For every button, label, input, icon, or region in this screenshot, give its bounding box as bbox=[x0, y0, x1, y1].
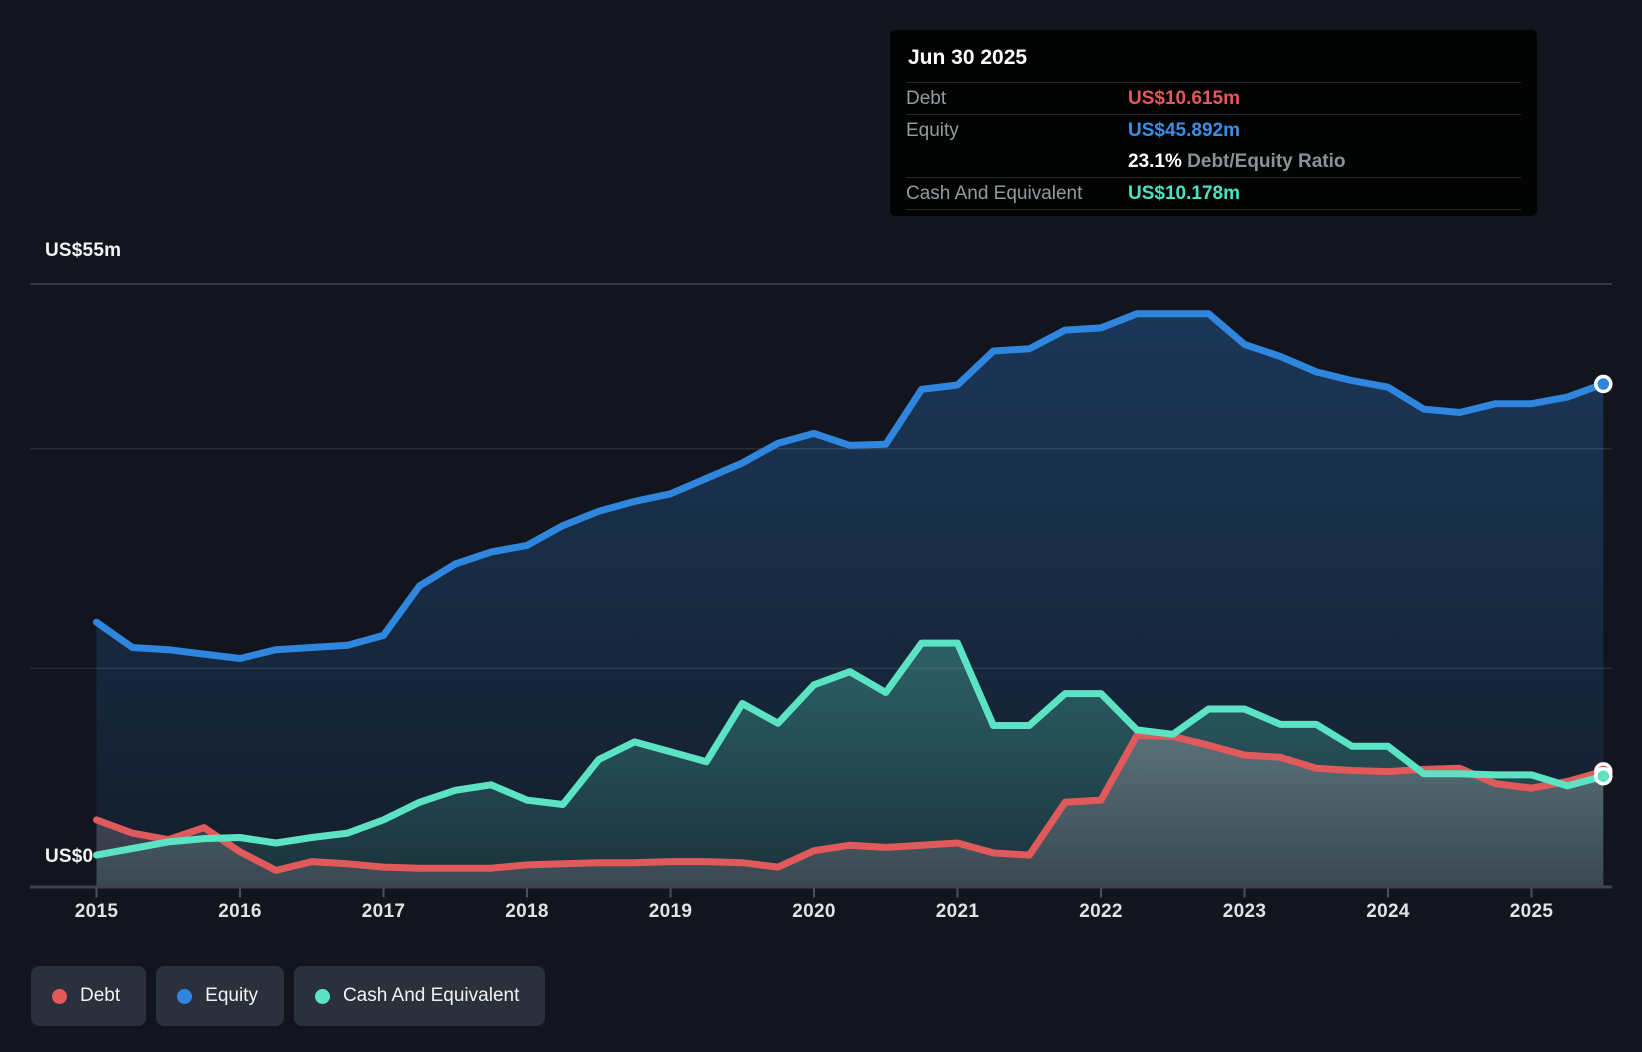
tooltip-ratio: 23.1% Debt/Equity Ratio bbox=[1128, 151, 1521, 173]
chart-tooltip: Jun 30 2025 Debt US$10.615m Equity US$45… bbox=[890, 30, 1537, 216]
chart-legend: Debt Equity Cash And Equivalent bbox=[31, 966, 545, 1026]
end-marker-cash-and-equivalent[interactable] bbox=[1596, 769, 1611, 784]
legend-debt-label: Debt bbox=[80, 985, 120, 1007]
x-axis-label-2018: 2018 bbox=[505, 901, 548, 923]
y-axis-label-zero: US$0 bbox=[45, 846, 93, 868]
x-axis-label-2015: 2015 bbox=[75, 901, 118, 923]
debt-equity-history-chart: US$55m US$0 2015 2016 2017 2018 2019 2020 2021… bbox=[0, 0, 1642, 1052]
x-axis-label-2016: 2016 bbox=[218, 901, 261, 923]
tooltip-equity-value: US$45.892m bbox=[1128, 120, 1521, 142]
tooltip-equity-label: Equity bbox=[906, 120, 1128, 142]
debt-dot-icon bbox=[52, 989, 67, 1004]
tooltip-ratio-label: Debt/Equity Ratio bbox=[1187, 151, 1345, 172]
legend-item-equity[interactable]: Equity bbox=[156, 966, 284, 1026]
tooltip-ratio-value: 23.1% bbox=[1128, 151, 1182, 172]
tooltip-cash-value: US$10.178m bbox=[1128, 183, 1521, 205]
legend-equity-label: Equity bbox=[205, 985, 258, 1007]
x-axis-line bbox=[30, 886, 1612, 889]
x-axis-label-2023: 2023 bbox=[1223, 901, 1266, 923]
tooltip-row-debt: Debt US$10.615m bbox=[906, 83, 1521, 114]
tooltip-debt-label: Debt bbox=[906, 88, 1128, 110]
legend-cash-label: Cash And Equivalent bbox=[343, 985, 519, 1007]
end-marker-equity[interactable] bbox=[1596, 377, 1611, 392]
x-axis-label-2017: 2017 bbox=[362, 901, 405, 923]
divider bbox=[906, 209, 1521, 210]
x-axis-label-2025: 2025 bbox=[1510, 901, 1553, 923]
tooltip-date: Jun 30 2025 bbox=[906, 40, 1521, 82]
legend-item-debt[interactable]: Debt bbox=[31, 966, 146, 1026]
equity-dot-icon bbox=[177, 989, 192, 1004]
tooltip-debt-value: US$10.615m bbox=[1128, 88, 1521, 110]
tooltip-cash-label: Cash And Equivalent bbox=[906, 183, 1128, 205]
x-axis-label-2022: 2022 bbox=[1079, 901, 1122, 923]
tooltip-row-ratio: 23.1% Debt/Equity Ratio bbox=[906, 146, 1521, 177]
tooltip-row-equity: Equity US$45.892m bbox=[906, 115, 1521, 146]
y-axis-label-max: US$55m bbox=[45, 240, 121, 262]
tooltip-row-cash: Cash And Equivalent US$10.178m bbox=[906, 178, 1521, 209]
x-axis-label-2019: 2019 bbox=[649, 901, 692, 923]
x-axis-label-2021: 2021 bbox=[936, 901, 979, 923]
cash-dot-icon bbox=[315, 989, 330, 1004]
legend-item-cash[interactable]: Cash And Equivalent bbox=[294, 966, 545, 1026]
x-axis-label-2024: 2024 bbox=[1366, 901, 1409, 923]
x-axis-label-2020: 2020 bbox=[792, 901, 835, 923]
